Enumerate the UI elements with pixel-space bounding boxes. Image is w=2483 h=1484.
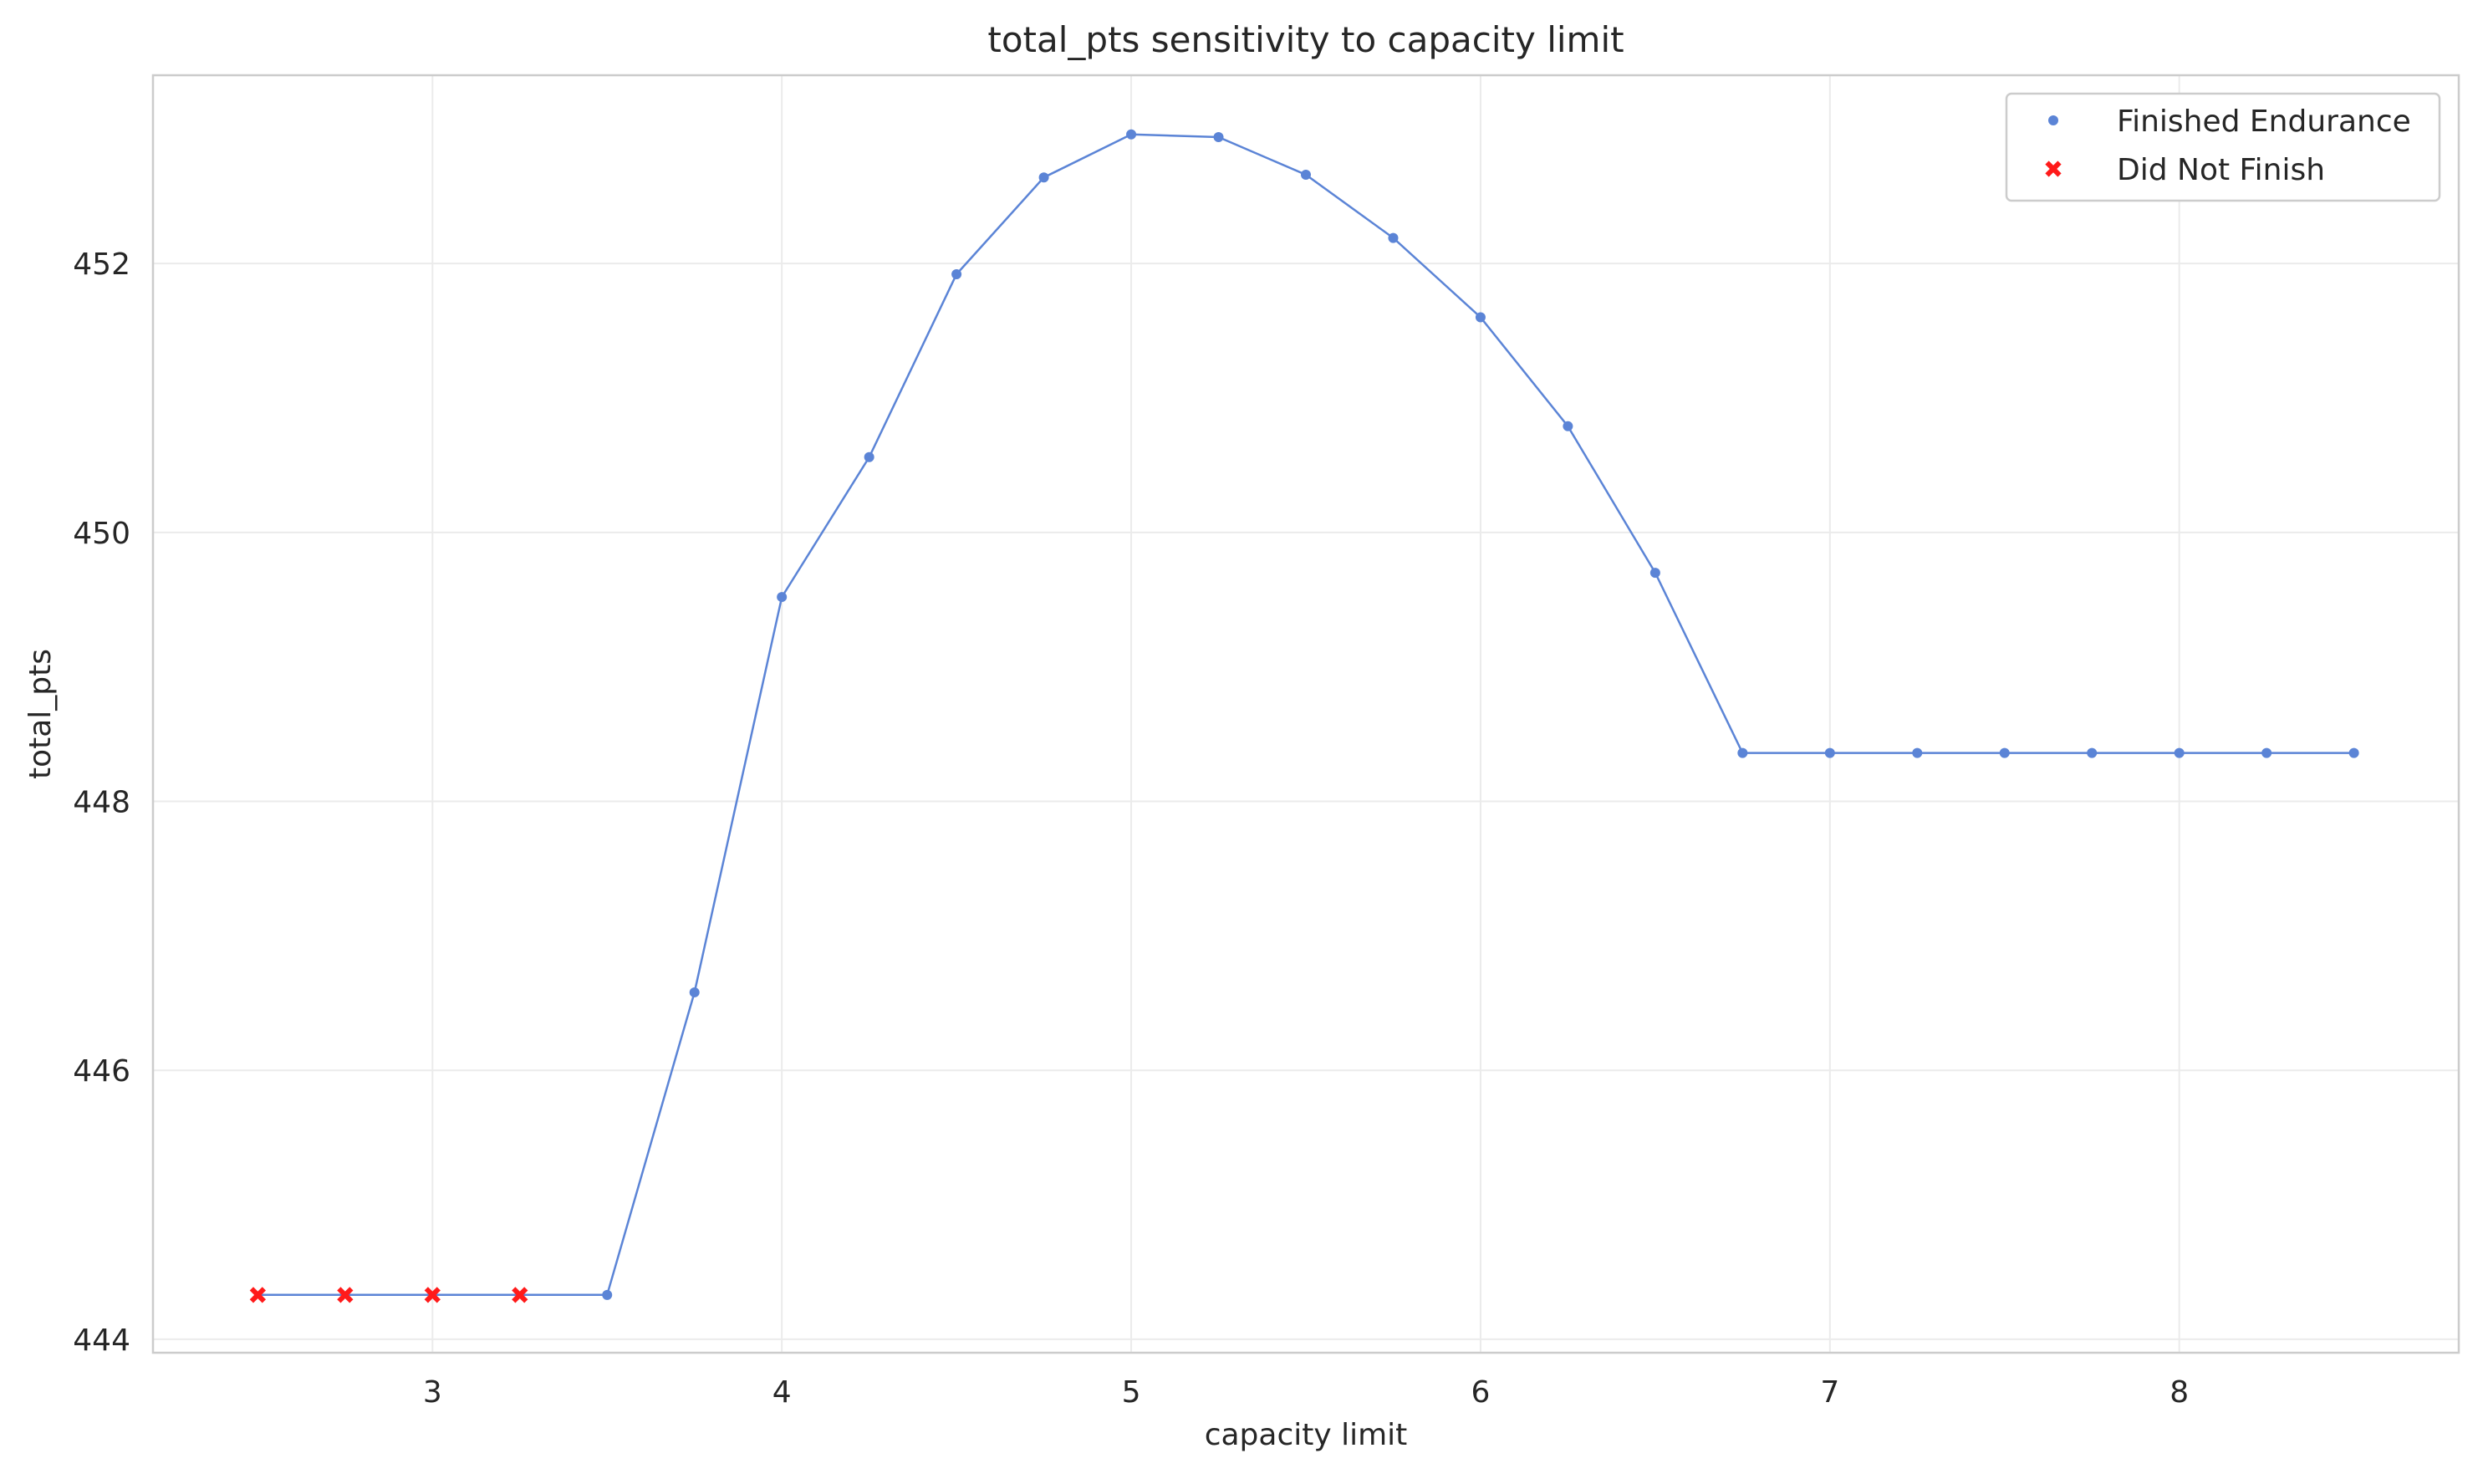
finished-point (2174, 747, 2185, 758)
finished-point (1038, 172, 1049, 183)
y-tick-label: 448 (73, 786, 130, 820)
y-tick-label: 444 (73, 1323, 130, 1358)
finished-point (1301, 170, 1311, 181)
data-series (249, 129, 2359, 1303)
finished-point (1649, 568, 1660, 579)
legend-frame (2005, 92, 2441, 202)
finished-point (951, 269, 962, 280)
finished-point (2087, 747, 2098, 758)
finished-point (864, 451, 874, 462)
x-tick-label: 3 (423, 1375, 442, 1410)
legend-dnf-marker (2045, 161, 2062, 177)
finished-point (1126, 129, 1137, 140)
dnf-point (512, 1287, 528, 1303)
finished-point (1213, 131, 1224, 142)
finished-point (1912, 747, 1923, 758)
finished-point (777, 592, 788, 603)
legend-label: Finished Endurance (2117, 105, 2411, 139)
finished-point (1824, 747, 1835, 758)
finished-point (689, 987, 700, 997)
legend: Finished Endurance Did Not Finish (2005, 92, 2441, 202)
x-tick-label: 4 (772, 1375, 792, 1410)
finished-point (1388, 232, 1399, 243)
chart-title: total_pts sensitivity to capacity limit (987, 19, 1624, 60)
x-tick-label: 5 (1122, 1375, 1141, 1410)
axis-ticks: 3 4 5 6 7 8 444 446 448 450 452 (73, 247, 2189, 1410)
finished-point (1563, 421, 1573, 431)
dnf-point (249, 1287, 266, 1303)
finished-point (1737, 747, 1748, 758)
grid (153, 75, 2459, 1353)
legend-finished-marker (2048, 115, 2058, 125)
finished-point (2348, 747, 2359, 758)
y-tick-label: 450 (73, 517, 130, 551)
x-tick-label: 6 (1471, 1375, 1490, 1410)
x-tick-label: 7 (1820, 1375, 1839, 1410)
y-tick-label: 446 (73, 1054, 130, 1089)
y-axis-label: total_pts (23, 649, 58, 779)
y-tick-label: 452 (73, 247, 130, 282)
finished-point (1999, 747, 2010, 758)
x-axis-label: capacity limit (1205, 1418, 1408, 1452)
finished-point (1475, 312, 1486, 323)
plot-frame (151, 74, 2460, 1354)
finished-point (2261, 747, 2272, 758)
finished-point (602, 1289, 613, 1300)
dnf-point (337, 1287, 354, 1303)
dnf-point (424, 1287, 441, 1303)
x-tick-label: 8 (2169, 1375, 2189, 1410)
legend-label: Did Not Finish (2117, 153, 2325, 187)
